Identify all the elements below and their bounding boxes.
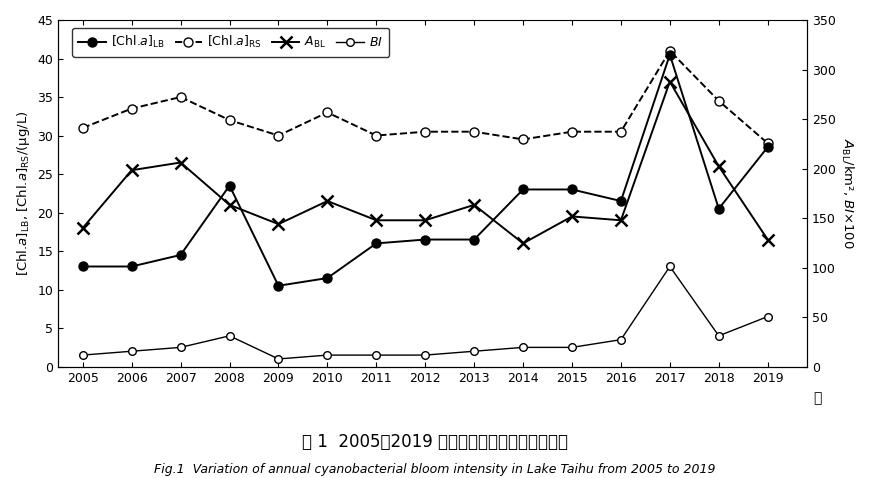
Legend: [Chl.$a$]$_{\mathregular{LB}}$, [Chl.$a$]$_{\mathregular{RS}}$, $A_{\mathregular: [Chl.$a$]$_{\mathregular{LB}}$, [Chl.$a$… xyxy=(72,28,388,56)
Y-axis label: $A_\mathregular{BL}$/km², $BI$×100: $A_\mathregular{BL}$/km², $BI$×100 xyxy=(838,138,854,249)
Y-axis label: [Chl.$a$]$_\mathregular{LB}$, [Chl.$a$]$_\mathregular{RS}$/(μg/L): [Chl.$a$]$_\mathregular{LB}$, [Chl.$a$]$… xyxy=(15,110,32,276)
Text: Fig.1  Variation of annual cyanobacterial bloom intensity in Lake Taihu from 200: Fig.1 Variation of annual cyanobacterial… xyxy=(154,463,715,476)
Text: 年: 年 xyxy=(813,391,821,406)
Text: 图 1  2005－2019 年太湖蓝藻水华强度指标变化: 图 1 2005－2019 年太湖蓝藻水华强度指标变化 xyxy=(302,433,567,451)
